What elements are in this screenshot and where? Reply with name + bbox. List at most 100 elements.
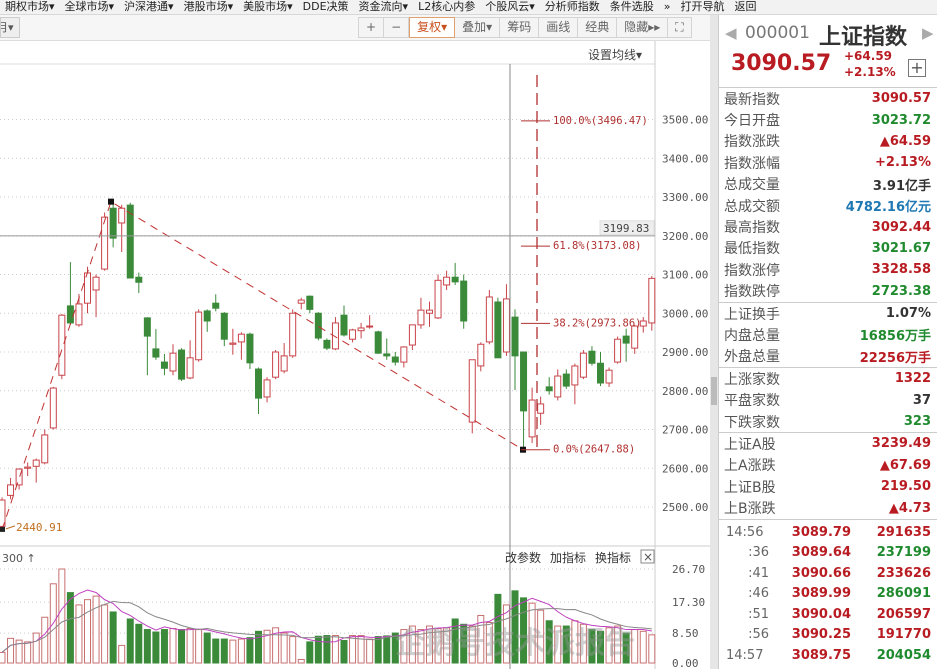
menu-item[interactable]: 美股市场▾ [243,0,293,13]
volume-bar [220,638,228,664]
collapse-handle[interactable] [711,377,717,405]
volume-bar [229,639,237,664]
menu-item[interactable]: 打开导航 [680,0,725,13]
quote-stats: 最新指数 3090.57 今日开盘 3023.72 指数涨跌 ▲64.59 指数涨幅 +2.1… [719,88,937,520]
candle [426,301,433,327]
tick-volume: 204054 [876,647,931,663]
volume-bar [186,628,194,664]
stat-value: 3092.44 [871,219,931,235]
tick-time: 14:57 [726,647,764,663]
candle-body [135,276,143,283]
candle-body [7,484,15,496]
panel-collapse-strip[interactable] [710,15,718,669]
price-change: +64.59 +2.13% [844,48,896,80]
menu-item[interactable]: 期权市场▾ [5,0,55,13]
candle-body [220,312,228,340]
stat-label: 外盘总量 [724,349,780,366]
candle [92,274,100,318]
add-watchlist-button[interactable]: + [908,59,926,77]
candle-body [203,310,211,322]
tick-price: 3089.99 [791,586,851,602]
tick-time: :41 [748,565,769,581]
menu-item[interactable]: » [663,0,671,13]
menu-item[interactable]: 个股风云▾ [485,0,535,13]
toolbar-button[interactable]: 叠加▾ [455,17,501,38]
volume-bar [0,651,6,664]
candle [186,340,194,380]
candle-body [255,368,262,399]
tick-volume: 291635 [876,524,931,540]
stat-row: 下跌家数 323 [719,411,937,432]
volume-bar [554,625,562,664]
candle-body [178,349,186,380]
volume-indicator-button[interactable]: 加指标 [550,550,586,565]
price-axis-label: 2600.00 [662,462,708,475]
toolbar-button[interactable]: + [358,17,385,38]
candle-body [263,379,271,398]
candle [237,332,245,360]
candle-body [49,387,57,429]
candle-body [622,335,630,344]
prev-arrow-icon[interactable]: ◀ [725,24,737,42]
close-indicator-button[interactable] [640,549,655,564]
toolbar-button[interactable]: 复权▾ [409,17,456,38]
candle-body [58,314,66,376]
stat-label: 下跌家数 [724,414,780,431]
toolbar-button[interactable]: 隐藏▸▸ [617,17,669,38]
toolbar-button[interactable]: ⛶ [668,17,692,38]
candle-body [160,361,168,369]
candle-body [24,466,32,469]
menu-item[interactable]: DDE决策 [302,0,349,13]
candle-body [408,324,416,346]
toolbar-button[interactable]: 画线 [539,17,579,38]
volume-bar [246,637,254,664]
candle-body [571,365,579,386]
menu-item[interactable]: L2核心内参 [418,0,476,13]
volume-bar [306,641,314,664]
volume-indicator-button[interactable]: 换指标 [595,550,631,565]
candle-body [605,369,613,384]
candle [639,317,647,333]
period-selector[interactable]: 月▾ [0,17,20,38]
menu-item[interactable]: 资金流向▾ [358,0,409,13]
stat-value: 37 [912,392,931,408]
candle-body [101,216,109,270]
volume-bar [451,618,459,664]
toolbar-button[interactable]: 经典 [578,17,618,38]
candle-body [229,342,237,345]
volume-bar [417,629,425,664]
candle [579,350,587,380]
candle-body [648,277,656,324]
stat-row: 最低指数 3021.67 [719,238,937,259]
menu-item[interactable]: 全球市场▾ [64,0,115,13]
volume-bar [101,604,109,664]
candle [0,497,6,530]
stat-label: 最新指数 [724,91,780,108]
menu-item[interactable]: 返回 [734,0,757,13]
kline-chart[interactable]: 3500.00 3400.00 3300.00 3200.00 3100.00 3000.… [0,41,710,669]
next-arrow-icon[interactable]: ▶ [922,24,934,42]
candle-body [639,320,647,327]
tick-time: :56 [748,627,769,643]
candle [340,305,348,337]
menu-item[interactable]: 沪深港通▾ [124,0,174,13]
volume-indicator-button[interactable]: 改参数 [505,550,541,565]
set-ma-button[interactable]: 设置均线▾ [588,48,643,62]
toolbar-button[interactable]: − [384,17,410,38]
toolbar-button[interactable]: 筹码 [500,17,540,38]
stat-row: 上涨家数 1322 [719,368,937,389]
volume-bar [263,629,271,664]
candle [357,322,365,339]
candle [109,201,117,248]
candle-body [75,303,83,326]
menu-item[interactable]: 条件选股 [609,0,654,13]
volume-bar [84,599,91,664]
menu-item[interactable]: 分析师指数 [544,0,600,13]
volume-bar [323,635,331,664]
toolbar-buttons: + − 复权▾ 叠加▾ 筹码 画线 经典 隐藏▸▸ ⛶ [358,17,692,38]
menu-item[interactable]: 港股市场▾ [183,0,234,13]
tick-row: :51 3090.04 206597 [719,604,937,625]
candle [169,344,177,376]
stat-row: 上证B股 219.50 [719,476,937,497]
stat-row: 上证A股 3239.49 [719,433,937,454]
